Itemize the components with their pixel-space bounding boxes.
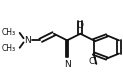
Text: CH₃: CH₃ [1, 44, 15, 53]
Text: Cl: Cl [89, 57, 98, 66]
Text: O: O [77, 21, 84, 30]
Text: N: N [24, 36, 31, 45]
Text: N: N [64, 60, 70, 69]
Text: CH₃: CH₃ [1, 28, 15, 37]
